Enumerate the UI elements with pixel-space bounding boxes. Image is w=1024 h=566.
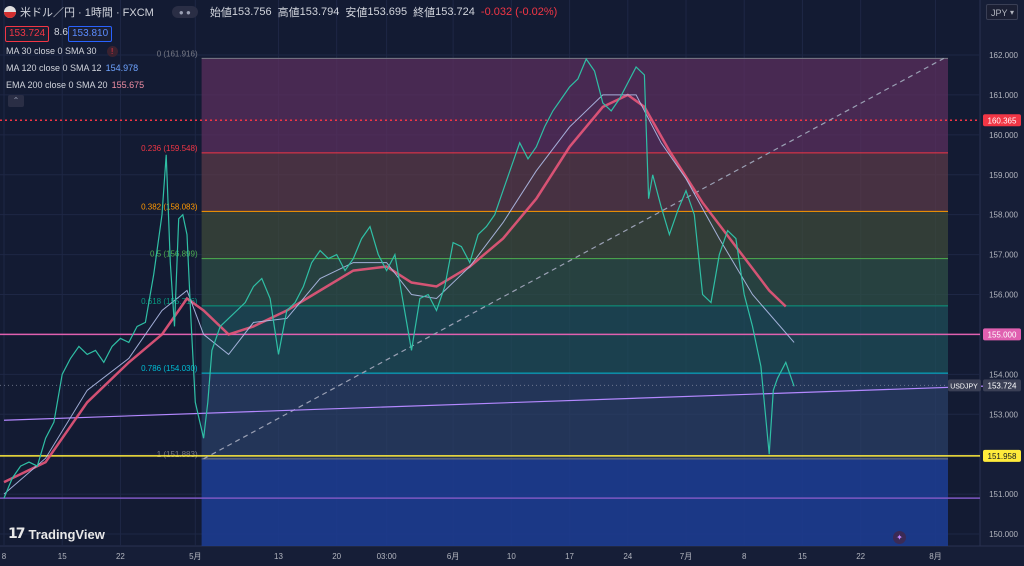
symbol-title[interactable]: 米ドル／円 · 1時間 · FXCM	[20, 7, 154, 19]
price-tag: 160.365	[988, 116, 1017, 125]
time-axis-background	[0, 546, 1024, 566]
symbol-tag-bg	[948, 379, 981, 392]
x-tick-label: 8	[2, 552, 7, 561]
x-tick-label: 22	[116, 552, 125, 561]
high-label: 高値	[277, 7, 300, 19]
sell-price-button[interactable]: 153.724	[5, 26, 50, 42]
fib-zone	[201, 373, 949, 459]
y-tick-label: 153.000	[989, 410, 1018, 419]
price-tag-bg	[983, 328, 1021, 341]
y-tick-label: 154.000	[989, 370, 1018, 379]
y-tick-label: 162.000	[989, 51, 1018, 60]
low-value: 153.695	[367, 6, 408, 18]
close-value: 153.724	[435, 6, 475, 18]
ema-line	[3, 93, 787, 484]
x-tick-label: 15	[798, 552, 807, 561]
price-tag-bg	[983, 449, 1021, 462]
x-tick-label: 17	[565, 552, 574, 561]
fib-zone-extension	[201, 458, 949, 546]
x-tick-label: 10	[507, 552, 516, 561]
x-tick-label: 03:00	[377, 552, 398, 561]
y-tick-label: 156.000	[989, 291, 1018, 300]
x-tick-label: 20	[332, 552, 341, 561]
indicator-value: 155.675	[111, 80, 145, 90]
fib-zone	[201, 258, 949, 306]
y-tick-label: 151.000	[989, 490, 1018, 499]
open-label: 始値	[209, 7, 232, 19]
price-tag: 155.000	[988, 330, 1017, 339]
fib-zone	[201, 152, 949, 212]
indicator-ma30[interactable]: MA 30 close 0 SMA 30!	[6, 46, 118, 57]
fib-level-label: 0.236 (159.548)	[141, 144, 198, 153]
trend-line	[3, 384, 1003, 421]
change-value: -0.032 (-0.02%)	[480, 6, 558, 18]
indicator-value: 154.978	[105, 63, 139, 73]
fib-level-label: 0.618 (155.716)	[141, 297, 198, 306]
price-tag: 151.958	[988, 452, 1017, 461]
x-tick-label: 22	[856, 552, 865, 561]
indicator-ma120[interactable]: MA 120 close 0 SMA 12 154.978	[6, 63, 138, 73]
symbol-tag: USDJPY	[950, 383, 978, 390]
price-tag-bg	[983, 114, 1021, 127]
tradingview-mark-icon: 17	[8, 526, 26, 542]
x-tick-label: 8月	[929, 552, 941, 561]
fib-zone	[201, 58, 949, 153]
fib-level-label: 0.382 (158.083)	[141, 202, 198, 211]
price-line	[3, 57, 795, 499]
fib-level-label: 1 (151.883)	[157, 450, 198, 459]
indicator-label: MA 30 close 0 SMA 30	[6, 46, 97, 56]
open-value: 153.756	[231, 6, 272, 18]
fib-level-label: 0 (161.916)	[157, 49, 198, 58]
x-tick-label: 8	[742, 552, 747, 561]
indicator-label: EMA 200 close 0 SMA 20	[6, 80, 108, 90]
x-tick-label: 7月	[680, 552, 692, 561]
currency-selector[interactable]: JPY	[986, 4, 1018, 21]
fib-level-label: 0.5 (156.899)	[150, 250, 198, 259]
fib-zone	[201, 305, 949, 374]
flag-icon	[4, 6, 16, 18]
price-axis-background	[980, 0, 1024, 546]
highlight-icon[interactable]: ✦	[893, 531, 906, 544]
x-tick-label: 13	[274, 552, 283, 561]
low-label: 安値	[345, 7, 368, 19]
warning-icon[interactable]: !	[106, 46, 118, 57]
x-tick-label: 5月	[189, 552, 201, 561]
visibility-toggle-icon[interactable]: ● ●	[171, 6, 198, 18]
tradingview-logo: 17 TradingView	[8, 526, 105, 542]
y-tick-label: 150.000	[989, 530, 1018, 539]
x-tick-label: 24	[623, 552, 632, 561]
y-tick-label: 160.000	[989, 131, 1018, 140]
y-tick-label: 158.000	[989, 211, 1018, 220]
x-tick-label: 15	[58, 552, 67, 561]
x-tick-label: 6月	[447, 552, 459, 561]
fib-zone	[201, 211, 949, 259]
current-price-tag: 153.724	[988, 381, 1017, 390]
buy-price-button[interactable]: 153.810	[68, 26, 113, 42]
indicator-ema200[interactable]: EMA 200 close 0 SMA 20 155.675	[6, 80, 144, 90]
chart-header: 米ドル／円 · 1時間 · FXCM ● ● 始値 153.756 高値 153.7…	[4, 4, 557, 20]
collapse-indicators-icon[interactable]: ⌃	[8, 95, 24, 107]
y-tick-label: 159.000	[989, 171, 1018, 180]
logo-text: TradingView	[28, 526, 105, 542]
spread-value: 8.6	[54, 27, 68, 38]
high-value: 153.794	[299, 6, 340, 18]
close-label: 終値	[413, 7, 436, 19]
indicator-label: MA 120 close 0 SMA 12	[6, 63, 102, 73]
y-tick-label: 157.000	[989, 251, 1018, 260]
fib-level-label: 0.786 (154.030)	[141, 364, 198, 373]
y-tick-label: 161.000	[989, 91, 1018, 100]
current-price-tag-bg	[983, 379, 1021, 392]
